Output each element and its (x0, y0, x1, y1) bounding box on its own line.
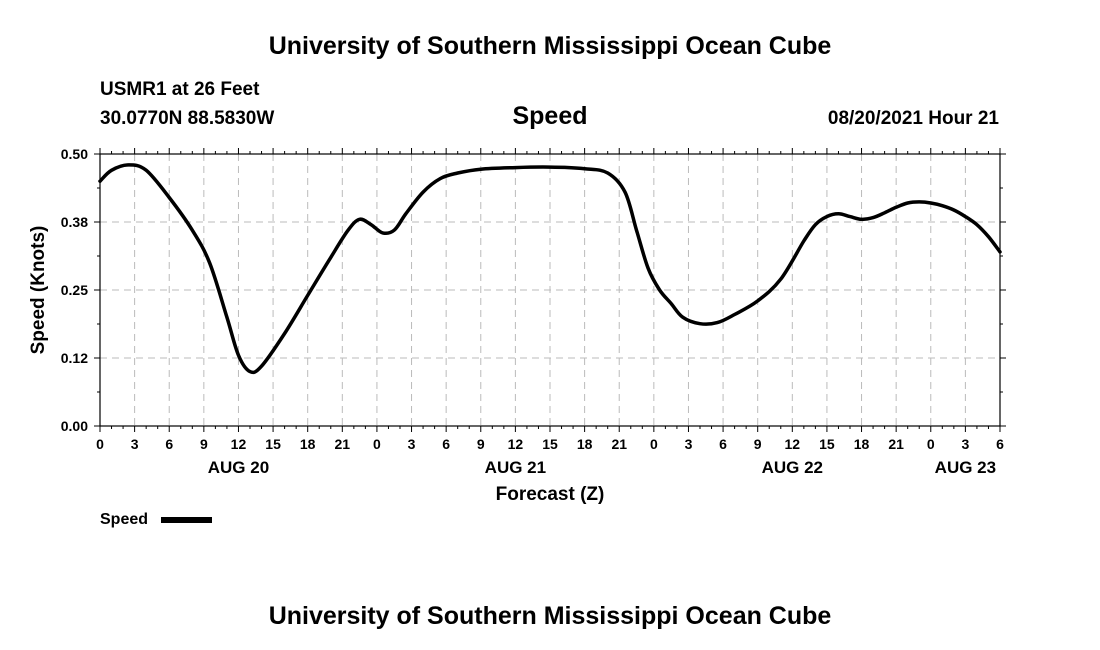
coordinates-label: 30.0770N 88.5830W (100, 108, 274, 129)
y-axis-label: Speed (Knots) (28, 226, 49, 355)
x-tick-label: 21 (888, 436, 904, 452)
variable-label: Speed (512, 102, 587, 130)
x-tick-label: 18 (854, 436, 870, 452)
y-tick-label: 0.25 (61, 282, 88, 298)
y-tick-label: 0.00 (61, 418, 88, 434)
station-label: USMR1 at 26 Feet (100, 79, 260, 100)
x-axis-label: Forecast (Z) (496, 484, 605, 505)
x-tick-label: 15 (265, 436, 281, 452)
speed-series-line (98, 163, 1002, 375)
x-tick-labels: 0 3 6 9 12 15 18 21 0 3 6 9 12 15 18 21 0 3 6 9 12 15 18 21 0 3 6 (96, 436, 1004, 452)
x-tick-label: 12 (785, 436, 801, 452)
date-label: AUG 20 (208, 458, 269, 477)
x-tick-label: 15 (819, 436, 835, 452)
x-tick-label: 18 (577, 436, 593, 452)
x-tick-label: 6 (442, 436, 450, 452)
x-tick-label: 9 (200, 436, 208, 452)
x-tick-label: 0 (650, 436, 658, 452)
gridlines (100, 154, 1000, 426)
y-tick-label: 0.50 (61, 146, 88, 162)
x-tick-label: 9 (477, 436, 485, 452)
x-tick-label: 18 (300, 436, 316, 452)
x-tick-label: 6 (996, 436, 1004, 452)
x-tick-label: 9 (754, 436, 762, 452)
date-label: AUG 23 (935, 458, 996, 477)
x-tick-label: 0 (96, 436, 104, 452)
x-tick-label: 3 (961, 436, 969, 452)
x-tick-label: 0 (927, 436, 935, 452)
date-label: AUG 22 (762, 458, 823, 477)
datetime-label: 08/20/2021 Hour 21 (828, 108, 1000, 129)
footer-title: University of Southern Mississippi Ocean… (269, 602, 832, 630)
x-tick-label: 6 (719, 436, 727, 452)
x-tick-label: 0 (373, 436, 381, 452)
y-tick-labels: 0.00 0.12 0.25 0.38 0.50 (61, 146, 88, 434)
x-tick-label: 3 (685, 436, 693, 452)
x-tick-label: 21 (611, 436, 627, 452)
date-labels: AUG 20 AUG 21 AUG 22 AUG 23 (208, 458, 996, 477)
x-tick-label: 3 (131, 436, 139, 452)
y-tick-label: 0.12 (61, 350, 88, 366)
axis-ticks (94, 148, 1006, 432)
x-tick-label: 6 (165, 436, 173, 452)
x-tick-label: 15 (542, 436, 558, 452)
x-tick-label: 12 (231, 436, 247, 452)
y-tick-label: 0.38 (61, 214, 88, 230)
legend-label: Speed (100, 511, 148, 528)
x-tick-label: 21 (335, 436, 351, 452)
x-tick-label: 3 (408, 436, 416, 452)
chart-title: University of Southern Mississippi Ocean… (269, 32, 832, 60)
date-label: AUG 21 (485, 458, 546, 477)
x-tick-label: 12 (508, 436, 524, 452)
